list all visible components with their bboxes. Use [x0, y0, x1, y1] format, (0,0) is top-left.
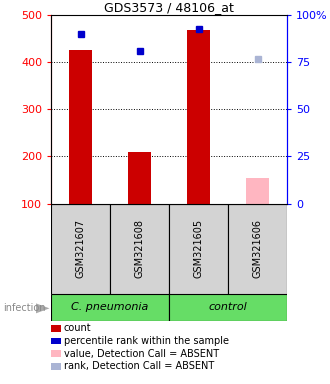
Text: rank, Detection Call = ABSENT: rank, Detection Call = ABSENT [64, 361, 214, 371]
Text: control: control [209, 302, 248, 312]
Polygon shape [36, 303, 50, 313]
Bar [187, 30, 211, 204]
Bar [228, 204, 287, 294]
Text: GSM321607: GSM321607 [76, 219, 86, 278]
Bar [51, 204, 110, 294]
Bar [169, 294, 287, 321]
Text: C. pneumonia: C. pneumonia [72, 302, 149, 312]
Bar [51, 294, 169, 321]
Text: GSM321606: GSM321606 [252, 219, 263, 278]
Bar [128, 152, 151, 204]
Bar [110, 204, 169, 294]
Text: value, Detection Call = ABSENT: value, Detection Call = ABSENT [64, 349, 219, 359]
Text: GSM321605: GSM321605 [194, 219, 204, 278]
Title: GDS3573 / 48106_at: GDS3573 / 48106_at [104, 1, 234, 14]
Bar [169, 204, 228, 294]
Text: percentile rank within the sample: percentile rank within the sample [64, 336, 229, 346]
Text: count: count [64, 323, 91, 333]
Text: GSM321608: GSM321608 [135, 219, 145, 278]
Text: infection: infection [3, 303, 46, 313]
Bar [246, 178, 269, 204]
Bar [69, 50, 92, 204]
